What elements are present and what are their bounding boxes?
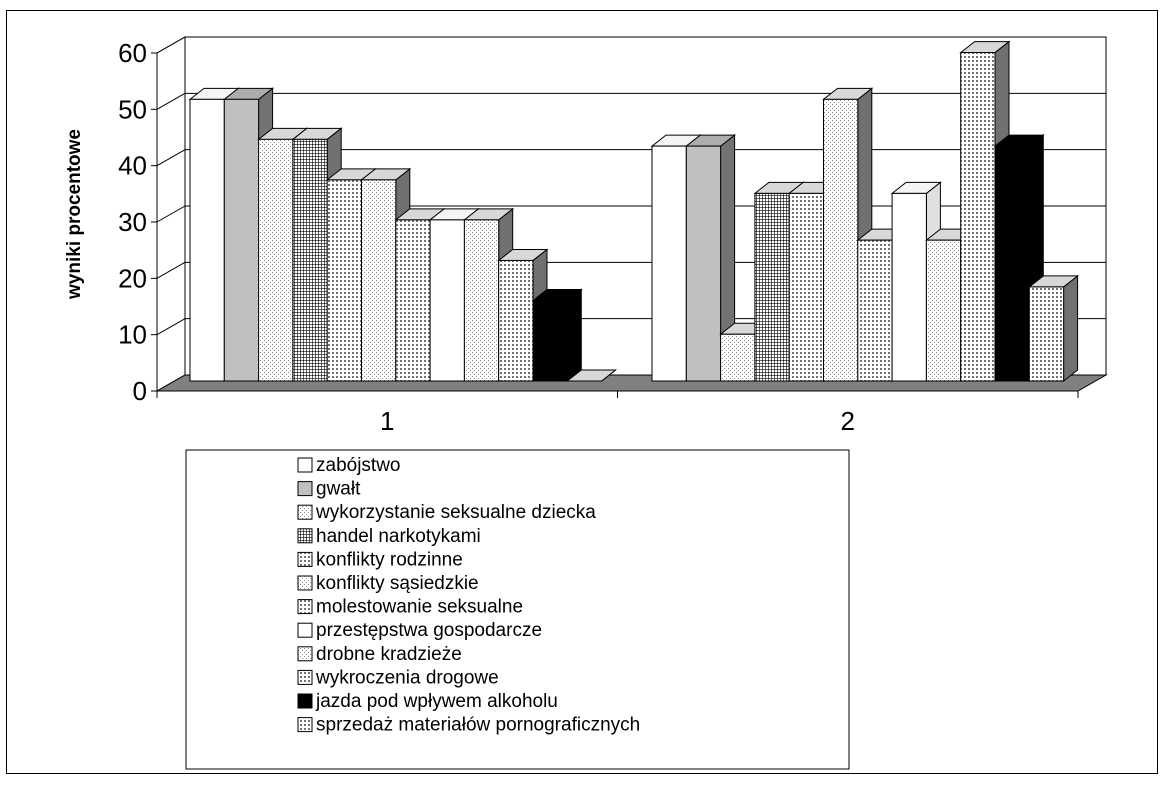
- bar-side: [566, 288, 582, 383]
- x-tick-label: 1: [380, 406, 394, 436]
- y-tick-label: 30: [118, 207, 147, 237]
- legend-swatch: [297, 599, 313, 615]
- bar-side: [1063, 274, 1079, 383]
- gridline-side: [156, 92, 186, 110]
- bar: [565, 369, 618, 382]
- y-tick-label: 10: [118, 320, 147, 350]
- bar-front: [685, 145, 722, 382]
- bar-front: [326, 179, 363, 382]
- gridline-side: [156, 205, 186, 223]
- bar-front: [1028, 286, 1065, 382]
- legend-label: konflikty sąsiedzkie: [316, 573, 479, 594]
- y-tick-label: 20: [118, 263, 147, 293]
- y-tick-label: 50: [118, 94, 147, 124]
- bar-front: [925, 239, 962, 382]
- bar-front: [223, 98, 260, 382]
- bar: [1027, 274, 1080, 383]
- legend-swatch: [297, 646, 313, 662]
- legend-swatch: [297, 575, 313, 591]
- legend-label: gwałt: [316, 479, 361, 500]
- bar-front: [498, 259, 534, 382]
- legend-label: jazda pod wpływem alkoholu: [315, 691, 558, 712]
- legend-swatch: [297, 693, 313, 709]
- x-tick-label: 2: [841, 406, 855, 436]
- bar-front: [994, 145, 1030, 382]
- legend-label: sprzedaż materiałów pornograficznych: [316, 715, 640, 736]
- bar-front: [189, 98, 225, 382]
- bar-front: [361, 179, 397, 382]
- bar-front: [857, 239, 893, 382]
- bar-front: [823, 98, 859, 382]
- legend-label: wykorzystanie seksualne dziecka: [315, 502, 596, 523]
- legend-label: wykroczenia drogowe: [315, 667, 499, 688]
- bar-front: [651, 145, 687, 382]
- y-axis-label: wyniki procentowe: [64, 129, 85, 300]
- legend-swatch: [297, 717, 313, 733]
- bar-front: [532, 299, 568, 382]
- gridline-side: [156, 149, 186, 167]
- legend-swatch: [297, 481, 313, 497]
- bar-front: [891, 192, 927, 382]
- y-tick-label: 40: [118, 151, 147, 181]
- y-tick-label: 60: [118, 38, 147, 68]
- legend-swatch: [297, 457, 313, 473]
- legend-swatch: [297, 622, 313, 638]
- legend-box: [185, 449, 850, 770]
- bar-front: [788, 192, 825, 382]
- legend-swatch: [297, 551, 313, 567]
- gridline-side: [156, 36, 186, 54]
- bar-front: [720, 333, 756, 382]
- bar-top: [565, 369, 618, 382]
- bar-front: [395, 219, 431, 382]
- legend-label: molestowanie seksualne: [316, 597, 523, 618]
- y-tick-label: 0: [133, 376, 147, 406]
- legend-label: drobne kradzieże: [316, 644, 462, 665]
- legend-swatch: [297, 504, 313, 520]
- gridline-side: [156, 261, 186, 279]
- bar-front: [754, 192, 790, 382]
- legend-label: zabójstwo: [316, 455, 401, 476]
- gridline-side: [156, 318, 186, 336]
- legend-label: handel narkotykami: [316, 526, 481, 547]
- bar: [531, 288, 583, 383]
- bar-front: [292, 138, 328, 382]
- legend-swatch: [297, 528, 313, 544]
- bar-front: [463, 219, 500, 382]
- bar-front: [258, 138, 294, 382]
- bar-front: [429, 219, 465, 382]
- bar-front: [960, 52, 996, 382]
- legend-label: przestępstwa gospodarcze: [316, 620, 542, 641]
- legend-label: konflikty rodzinne: [316, 549, 463, 570]
- legend-swatch: [297, 669, 313, 685]
